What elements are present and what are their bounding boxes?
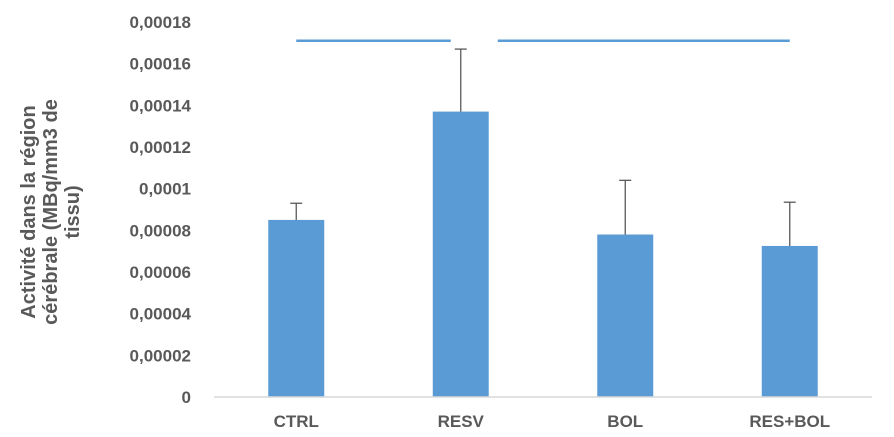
bar-res-bol xyxy=(761,245,818,397)
x-tick-label: RESV xyxy=(438,412,485,431)
x-tick-label: RES+BOL xyxy=(749,412,830,431)
y-axis-label-line-1: Activité dans la région xyxy=(18,105,40,318)
x-axis-ticks: CTRL RESV BOL RES+BOL xyxy=(274,412,831,431)
bar-resv xyxy=(432,111,489,397)
x-tick-label: BOL xyxy=(607,412,643,431)
error-bar xyxy=(454,48,467,112)
y-tick-label: 0,00016 xyxy=(130,55,191,74)
y-axis-label-line-3: tissu) xyxy=(62,185,84,238)
error-bars xyxy=(290,48,796,246)
y-tick-label: 0,00006 xyxy=(130,263,191,282)
y-tick-label: 0,00018 xyxy=(130,13,191,32)
y-axis-label-line-2: cérébrale (MBq/mm3 de xyxy=(40,99,62,325)
y-tick-label: 0,00014 xyxy=(130,96,192,115)
bar-bol xyxy=(597,234,654,397)
error-bar xyxy=(783,201,796,246)
y-tick-label: 0,00008 xyxy=(130,221,191,240)
y-tick-label: 0,00004 xyxy=(130,305,192,324)
y-tick-label: 0,00012 xyxy=(130,138,191,157)
error-bar xyxy=(290,202,303,220)
y-axis-ticks: 0 0,00002 0,00004 0,00006 0,00008 0,0001 0,000… xyxy=(130,13,192,407)
y-tick-label: 0,0001 xyxy=(139,180,191,199)
bar-ctrl xyxy=(268,219,325,397)
y-tick-label: 0,00002 xyxy=(130,346,191,365)
error-bar xyxy=(619,179,632,235)
x-tick-label: CTRL xyxy=(274,412,319,431)
y-axis-label: Activité dans la région cérébrale (MBq/m… xyxy=(18,99,84,325)
y-tick-label: 0 xyxy=(182,388,191,407)
bars xyxy=(268,111,818,397)
